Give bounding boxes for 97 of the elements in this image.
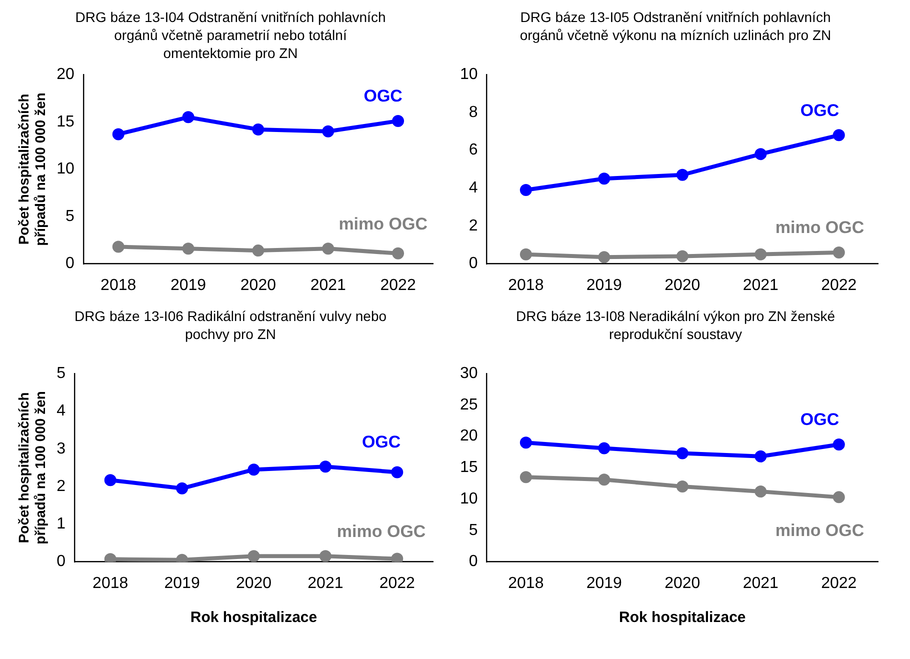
point: [598, 474, 610, 486]
series-label: mimo OGC: [336, 522, 426, 541]
point: [112, 128, 124, 140]
point: [248, 464, 260, 476]
point: [832, 129, 845, 142]
point: [676, 250, 688, 262]
x-tick-label: 2018: [508, 276, 544, 294]
y-tick-label: 15: [56, 113, 74, 130]
series-label: mimo OGC: [775, 520, 864, 540]
series-label: OGC: [800, 100, 840, 120]
x-tick-label: 2022: [380, 276, 416, 294]
x-axis-title: Rok hospitalizace: [190, 609, 318, 626]
y-tick-label: 5: [65, 208, 74, 225]
y-tick-label: 1: [56, 516, 66, 533]
point: [520, 248, 532, 260]
y-tick-label: 5: [56, 365, 66, 382]
x-tick-label: 2020: [664, 574, 700, 592]
series-label: OGC: [364, 86, 402, 106]
chart-title: DRG báze 13-I05 Odstranění vnitřních pohlavních orgánů včetně výkonu na mízních uzlinách pro ZN: [518, 8, 832, 45]
point: [598, 172, 610, 185]
point: [252, 244, 264, 257]
x-tick-label: 2022: [821, 276, 857, 294]
point: [754, 486, 767, 498]
point: [598, 251, 610, 264]
y-tick-label: 0: [65, 255, 74, 272]
y-tick-label: 3: [56, 440, 66, 458]
point: [112, 240, 124, 253]
point: [598, 442, 610, 454]
point: [754, 450, 767, 462]
point: [832, 438, 845, 450]
point: [322, 125, 334, 138]
chart-title: DRG báze 13-I04 Odstranění vnitřních pohlavních orgánů včetně parametrií nebo totální omentektomie pro ZN: [74, 8, 387, 62]
point: [391, 466, 404, 478]
point: [832, 491, 845, 504]
y-tick-label: 20: [56, 66, 74, 84]
point: [832, 246, 845, 258]
point: [252, 123, 264, 136]
point: [392, 247, 404, 260]
y-tick-label: 10: [460, 66, 478, 84]
point: [176, 482, 188, 494]
x-tick-label: 2020: [240, 276, 276, 294]
point: [754, 248, 767, 260]
x-tick-label: 2022: [379, 574, 416, 592]
x-tick-label: 2019: [586, 574, 622, 592]
point: [676, 447, 688, 460]
y-tick-label: 2: [56, 478, 66, 495]
y-tick-label: 10: [56, 160, 74, 178]
point: [182, 242, 194, 255]
y-tick-label: 8: [468, 104, 478, 121]
x-tick-label: 2021: [310, 276, 346, 294]
y-tick-label: 4: [56, 402, 66, 420]
x-tick-label: 2021: [308, 574, 344, 592]
point: [676, 168, 688, 181]
y-tick-label: 10: [460, 490, 478, 508]
point: [520, 436, 532, 449]
y-tick-label: 2: [468, 217, 478, 234]
x-tick-label: 2019: [586, 276, 622, 294]
y-tick-label: 0: [468, 553, 478, 570]
y-tick-label: 20: [460, 428, 478, 445]
point: [248, 550, 260, 562]
y-tick-label: 0: [468, 255, 478, 272]
y-axis-title: Počet hospitalizačních případů na 100 000 žen: [15, 92, 48, 246]
x-axis-title: Rok hospitalizace: [619, 609, 746, 626]
x-tick-label: 2020: [664, 276, 700, 294]
point: [676, 480, 688, 493]
series-label: OGC: [362, 432, 401, 452]
y-tick-label: 30: [460, 365, 478, 382]
point: [322, 242, 334, 255]
x-tick-label: 2018: [100, 276, 136, 294]
y-tick-label: 25: [460, 396, 478, 414]
point: [319, 460, 332, 473]
y-tick-label: 6: [468, 142, 478, 159]
x-tick-label: 2018: [508, 574, 544, 592]
point: [754, 148, 767, 160]
y-tick-label: 15: [460, 459, 478, 476]
point: [104, 474, 116, 486]
series-label: mimo OGC: [775, 218, 864, 238]
x-tick-label: 2019: [164, 574, 200, 592]
series-label: mimo OGC: [338, 214, 428, 234]
point: [520, 471, 532, 484]
point: [182, 111, 194, 124]
x-tick-label: 2022: [821, 574, 857, 592]
point: [520, 184, 532, 196]
x-tick-label: 2019: [170, 276, 206, 294]
y-tick-label: 4: [468, 180, 478, 197]
y-tick-label: 0: [56, 553, 66, 570]
point: [319, 550, 332, 562]
x-tick-label: 2018: [92, 574, 128, 592]
series-label: OGC: [800, 410, 840, 430]
chart-title: DRG báze 13-I06 Radikální odstranění vulvy nebo pochvy pro ZN: [73, 307, 388, 344]
chart-title: DRG báze 13-I08 Neradikální výkon pro ZN ženské reprodukční soustavy: [516, 307, 836, 344]
x-tick-label: 2020: [236, 574, 272, 592]
y-tick-label: 5: [468, 522, 478, 539]
x-tick-label: 2021: [742, 574, 779, 592]
y-axis-title: Počet hospitalizačních případů na 100 000 žen: [15, 391, 48, 544]
x-tick-label: 2021: [742, 276, 779, 294]
point: [392, 114, 404, 127]
